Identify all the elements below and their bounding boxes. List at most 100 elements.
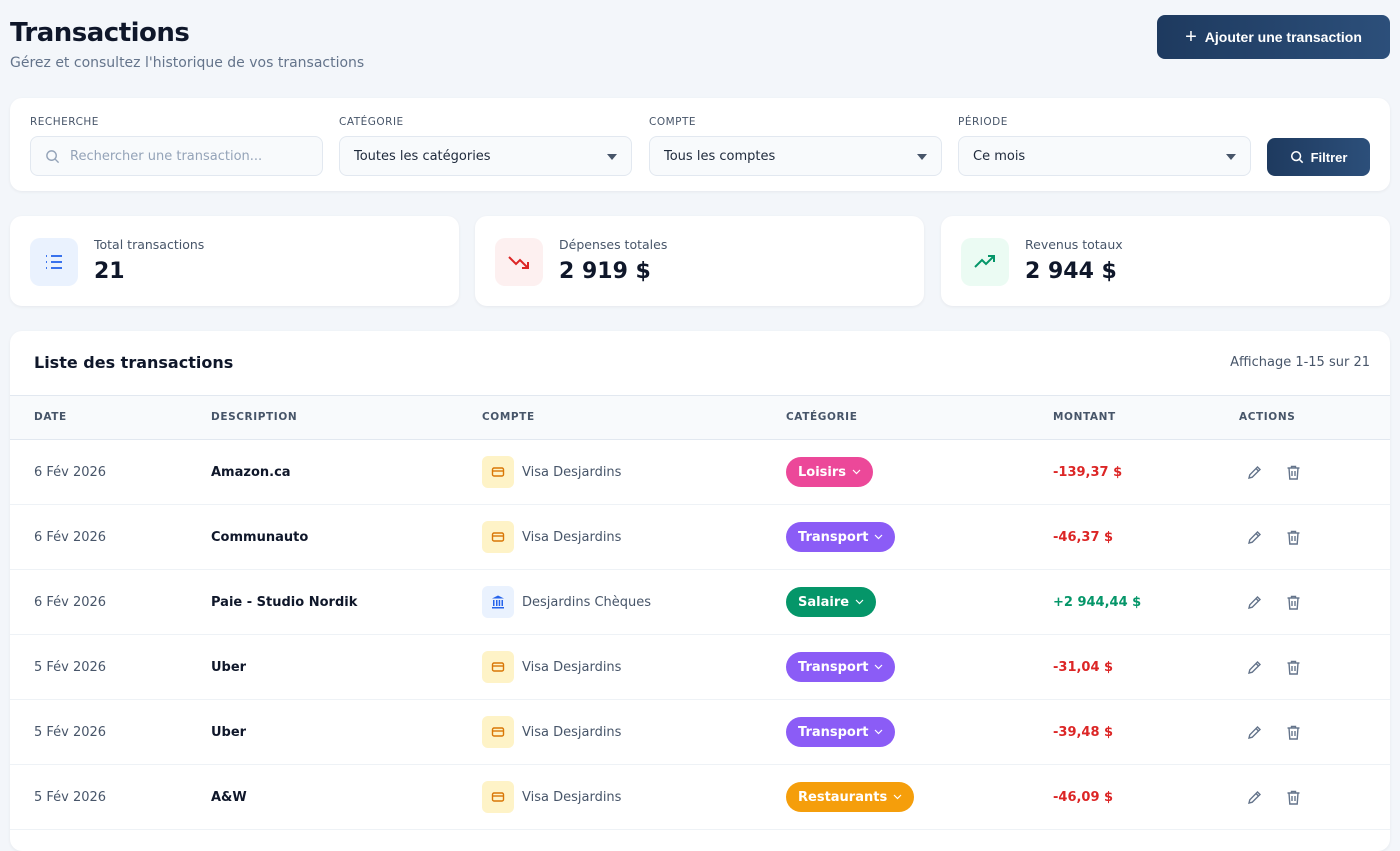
stat-value: 2 944 $ — [1025, 259, 1117, 284]
account-name: Visa Desjardins — [522, 464, 622, 480]
column-description[interactable]: DESCRIPTION — [211, 411, 298, 423]
filter-button[interactable]: Filtrer — [1267, 138, 1370, 176]
row-category: Restaurants — [786, 765, 915, 829]
trending-up-icon — [961, 238, 1009, 286]
search-label: RECHERCHE — [30, 116, 99, 128]
column-amount[interactable]: MONTANT — [1053, 411, 1116, 423]
account-name: Desjardins Chèques — [522, 594, 652, 610]
trash-icon[interactable] — [1285, 594, 1302, 611]
search-input[interactable]: Rechercher une transaction... — [30, 136, 323, 176]
transactions-table: Liste des transactions Affichage 1-15 su… — [10, 331, 1390, 851]
row-date: 5 Fév 2026 — [34, 724, 107, 740]
row-description: Communauto — [211, 529, 309, 545]
row-date: 6 Fév 2026 — [34, 464, 107, 480]
chevron-down-icon — [875, 664, 883, 670]
category-value: Toutes les catégories — [354, 148, 491, 164]
period-select[interactable]: Ce mois — [958, 136, 1251, 176]
row-amount: -46,09 $ — [1053, 789, 1114, 805]
account-name: Visa Desjardins — [522, 529, 622, 545]
category-badge[interactable]: Transport — [786, 717, 896, 747]
row-category: Loisirs — [786, 440, 874, 504]
search-icon — [46, 149, 60, 163]
chevron-down-icon — [852, 469, 861, 475]
trash-icon[interactable] — [1285, 464, 1302, 481]
category-badge[interactable]: Transport — [786, 522, 896, 552]
account-group: COMPTE Tous les comptes — [649, 116, 942, 176]
stat-total-income: Revenus totaux 2 944 $ — [941, 216, 1390, 306]
credit-card-icon — [482, 781, 514, 813]
edit-icon[interactable] — [1246, 789, 1263, 806]
category-name: Transport — [798, 659, 869, 675]
category-name: Loisirs — [798, 464, 847, 480]
category-badge[interactable]: Salaire — [786, 587, 877, 617]
account-name: Visa Desjardins — [522, 724, 622, 740]
row-account: Visa Desjardins — [482, 505, 621, 569]
period-value: Ce mois — [973, 148, 1026, 164]
category-badge[interactable]: Restaurants — [786, 782, 915, 812]
credit-card-icon — [482, 651, 514, 683]
edit-icon[interactable] — [1246, 529, 1263, 546]
table-row: 5 Fév 2026 Uber Visa Desjardins Transpor… — [10, 635, 1390, 700]
add-transaction-label: Ajouter une transaction — [1204, 29, 1362, 45]
search-placeholder: Rechercher une transaction... — [70, 148, 263, 164]
row-account: Desjardins Chèques — [482, 570, 651, 634]
row-amount: +2 944,44 $ — [1053, 594, 1142, 610]
stat-value: 2 919 $ — [559, 259, 651, 284]
row-amount: -46,37 $ — [1053, 529, 1114, 545]
account-select[interactable]: Tous les comptes — [649, 136, 942, 176]
stat-label: Revenus totaux — [1025, 237, 1123, 252]
period-label: PÉRIODE — [958, 116, 1008, 128]
stat-label: Dépenses totales — [559, 237, 668, 252]
trash-icon[interactable] — [1285, 724, 1302, 741]
edit-icon[interactable] — [1246, 594, 1263, 611]
category-badge[interactable]: Transport — [786, 652, 896, 682]
row-date: 5 Fév 2026 — [34, 659, 107, 675]
row-actions — [1246, 700, 1302, 764]
row-account: Visa Desjardins — [482, 440, 621, 504]
bank-icon — [482, 586, 514, 618]
row-actions — [1246, 440, 1302, 504]
chevron-down-icon — [875, 729, 883, 735]
chevron-down-icon — [855, 599, 864, 605]
edit-icon[interactable] — [1246, 464, 1263, 481]
column-actions: ACTIONS — [1239, 411, 1296, 423]
filter-label: Filtrer — [1310, 149, 1348, 165]
caret-down-icon — [1226, 154, 1236, 160]
row-description: A&W — [211, 789, 247, 805]
row-actions — [1246, 570, 1302, 634]
account-name: Visa Desjardins — [522, 789, 622, 805]
edit-icon[interactable] — [1246, 659, 1263, 676]
trending-down-icon — [495, 238, 543, 286]
trash-icon[interactable] — [1285, 789, 1302, 806]
stat-value: 21 — [94, 259, 125, 284]
row-description: Uber — [211, 724, 247, 740]
page-title: Transactions — [10, 18, 190, 48]
add-transaction-button[interactable]: + Ajouter une transaction — [1157, 15, 1390, 59]
row-account: Visa Desjardins — [482, 635, 621, 699]
table-row: 6 Fév 2026 Paie - Studio Nordik Desjardi… — [10, 570, 1390, 635]
category-label: CATÉGORIE — [339, 116, 404, 128]
edit-icon[interactable] — [1246, 724, 1263, 741]
credit-card-icon — [482, 521, 514, 553]
account-value: Tous les comptes — [664, 148, 776, 164]
row-category: Transport — [786, 635, 896, 699]
chevron-down-icon — [893, 794, 902, 800]
pagination-info: Affichage 1-15 sur 21 — [1230, 355, 1370, 370]
column-category[interactable]: CATÉGORIE — [786, 411, 858, 423]
row-date: 6 Fév 2026 — [34, 594, 107, 610]
row-amount: -39,48 $ — [1053, 724, 1114, 740]
category-badge[interactable]: Loisirs — [786, 457, 874, 487]
table-row: 5 Fév 2026 Uber Visa Desjardins Transpor… — [10, 700, 1390, 765]
row-date: 6 Fév 2026 — [34, 529, 107, 545]
category-group: CATÉGORIE Toutes les catégories — [339, 116, 632, 176]
table-title: Liste des transactions — [34, 353, 234, 372]
table-header: DATE DESCRIPTION COMPTE CATÉGORIE MONTAN… — [10, 395, 1390, 440]
column-account[interactable]: COMPTE — [482, 411, 535, 423]
column-date[interactable]: DATE — [34, 411, 67, 423]
page-subtitle: Gérez et consultez l'historique de vos t… — [10, 55, 365, 71]
category-select[interactable]: Toutes les catégories — [339, 136, 632, 176]
trash-icon[interactable] — [1285, 529, 1302, 546]
category-name: Salaire — [798, 594, 850, 610]
category-name: Transport — [798, 724, 869, 740]
trash-icon[interactable] — [1285, 659, 1302, 676]
